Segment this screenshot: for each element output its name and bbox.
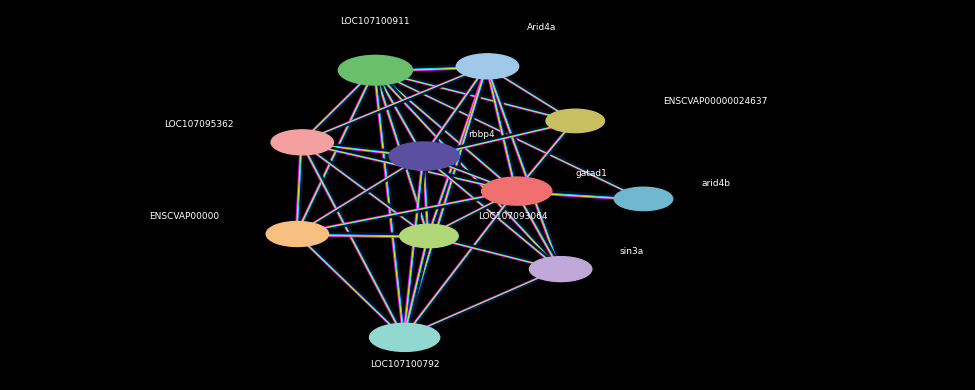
Text: LOC107095362: LOC107095362 bbox=[165, 120, 234, 129]
Text: Arid4a: Arid4a bbox=[526, 23, 556, 32]
Text: arid4b: arid4b bbox=[702, 179, 731, 188]
Circle shape bbox=[482, 177, 552, 205]
Circle shape bbox=[338, 55, 412, 85]
Circle shape bbox=[456, 54, 519, 79]
Circle shape bbox=[546, 109, 604, 133]
Circle shape bbox=[266, 222, 329, 246]
Text: LOC107093064: LOC107093064 bbox=[478, 212, 547, 221]
Circle shape bbox=[529, 257, 592, 282]
Circle shape bbox=[400, 224, 458, 248]
Circle shape bbox=[614, 187, 673, 211]
Text: rbbp4: rbbp4 bbox=[468, 130, 494, 139]
Text: gatad1: gatad1 bbox=[575, 169, 607, 178]
Circle shape bbox=[389, 142, 459, 170]
Circle shape bbox=[370, 323, 440, 351]
Text: LOC107100792: LOC107100792 bbox=[370, 360, 440, 369]
Circle shape bbox=[271, 130, 333, 155]
Text: ENSCVAP00000: ENSCVAP00000 bbox=[149, 212, 219, 221]
Text: LOC107100911: LOC107100911 bbox=[340, 17, 410, 26]
Text: ENSCVAP00000024637: ENSCVAP00000024637 bbox=[663, 97, 767, 106]
Text: sin3a: sin3a bbox=[619, 247, 644, 256]
